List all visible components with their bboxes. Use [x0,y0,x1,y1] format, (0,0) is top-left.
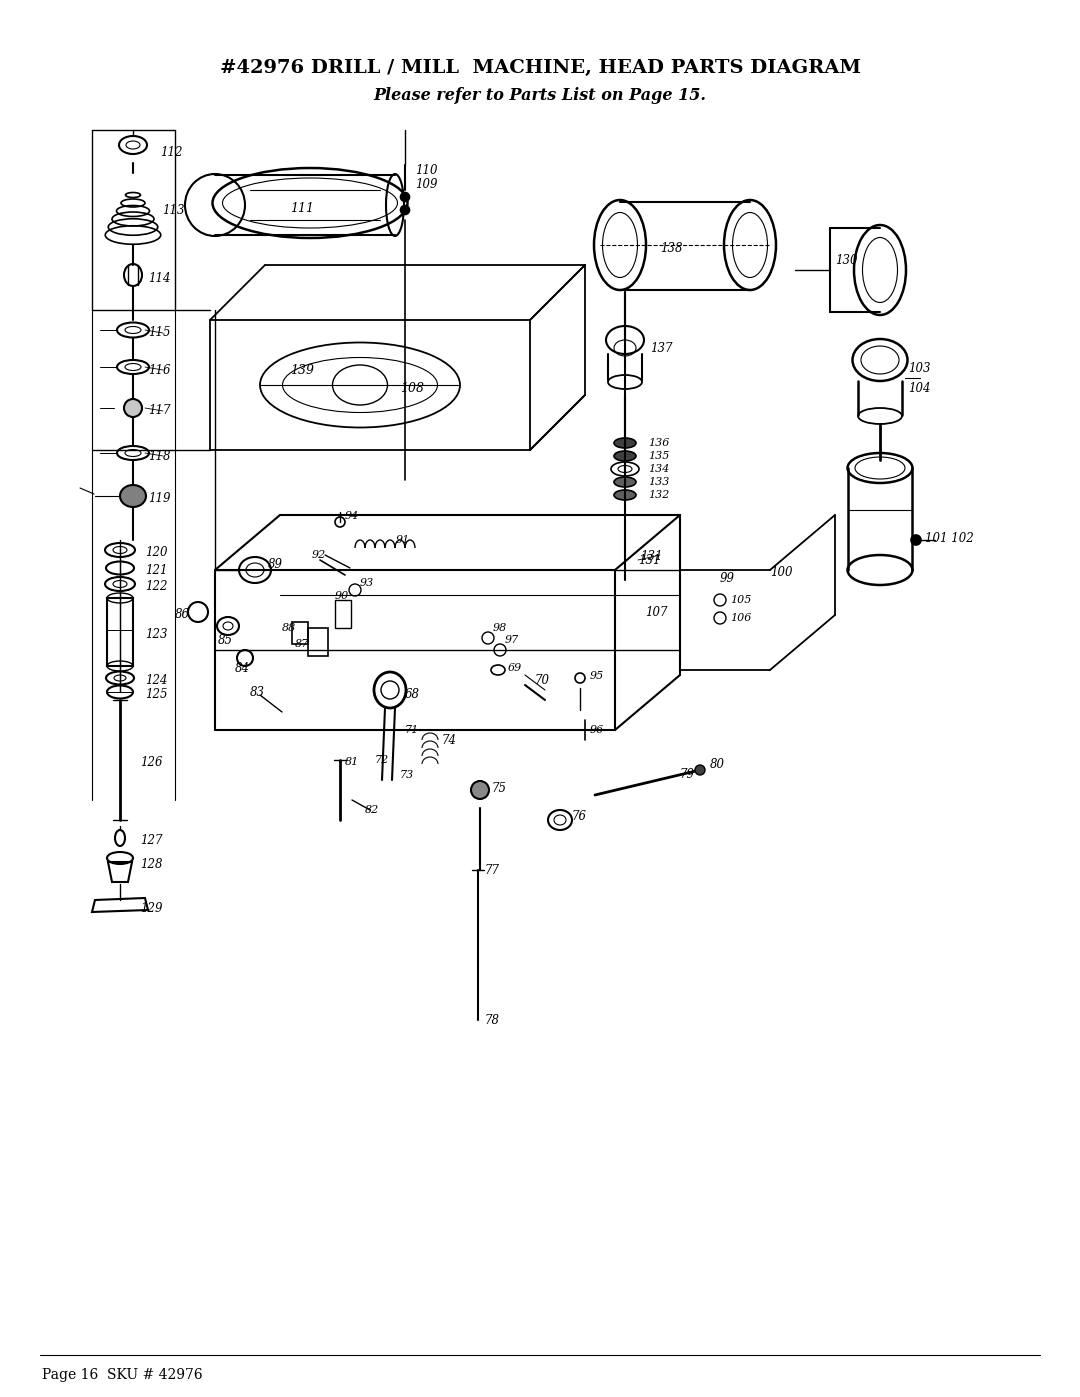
Text: 119: 119 [148,493,171,506]
Text: 138: 138 [660,242,683,254]
Bar [308,629,328,657]
Text: 134: 134 [648,464,670,474]
Text: 79: 79 [680,768,696,781]
Ellipse shape [124,400,141,416]
Ellipse shape [471,781,489,799]
Text: 105: 105 [730,595,752,605]
Text: Please refer to Parts List on Page 15.: Please refer to Parts List on Page 15. [374,87,706,103]
Text: 85: 85 [218,633,233,647]
Text: 136: 136 [648,439,670,448]
Text: 130: 130 [835,253,858,267]
Text: 117: 117 [148,405,171,418]
Text: 78: 78 [485,1013,500,1027]
Text: 137: 137 [650,341,673,355]
Text: 76: 76 [572,809,588,823]
Text: 110: 110 [415,163,437,176]
Text: Page 16  SKU # 42976: Page 16 SKU # 42976 [42,1368,203,1382]
Text: 93: 93 [360,578,375,588]
Text: 88: 88 [282,623,296,633]
Text: 112: 112 [160,147,183,159]
Text: 111: 111 [291,201,314,215]
Text: #42976 DRILL / MILL  MACHINE, HEAD PARTS DIAGRAM: #42976 DRILL / MILL MACHINE, HEAD PARTS … [219,59,861,77]
Text: 86: 86 [175,608,190,620]
Text: 75: 75 [492,781,507,795]
Text: 101 102: 101 102 [924,531,974,545]
Text: 97: 97 [505,636,519,645]
Text: 68: 68 [405,689,420,701]
Text: 123: 123 [145,629,167,641]
Text: 69: 69 [508,664,523,673]
Text: 126: 126 [140,756,162,768]
Text: 90: 90 [335,591,349,601]
Text: 84: 84 [235,662,249,675]
Text: 109: 109 [415,179,437,191]
Text: 91: 91 [396,535,410,545]
Text: 104: 104 [908,381,931,394]
Text: 106: 106 [730,613,752,623]
Text: 80: 80 [710,759,725,771]
Text: 71: 71 [405,725,419,735]
Ellipse shape [401,193,409,201]
Text: 128: 128 [140,859,162,872]
Text: 98: 98 [492,623,508,633]
Text: 113: 113 [162,204,185,217]
Text: 135: 135 [648,451,670,461]
Ellipse shape [401,205,409,215]
Text: 114: 114 [148,271,171,285]
Text: 82: 82 [365,805,379,814]
Text: 124: 124 [145,673,167,686]
Text: 81: 81 [345,757,360,767]
Text: 89: 89 [268,559,283,571]
Ellipse shape [615,476,636,488]
Text: 115: 115 [148,327,171,339]
Text: 132: 132 [648,490,670,500]
Text: 83: 83 [249,686,265,700]
Text: 74: 74 [442,733,457,746]
Ellipse shape [696,766,705,775]
Text: 121: 121 [145,564,167,577]
Text: 133: 133 [648,476,670,488]
Text: 70: 70 [535,673,550,686]
Ellipse shape [912,535,921,545]
Text: 100: 100 [770,566,793,578]
Text: 120: 120 [145,546,167,560]
Text: 139: 139 [291,363,314,377]
Text: 77: 77 [485,863,500,876]
Text: 116: 116 [148,365,171,377]
Text: 99: 99 [720,571,735,584]
Text: 95: 95 [590,671,604,680]
Ellipse shape [120,485,146,507]
Text: 122: 122 [145,581,167,594]
Text: 103: 103 [908,362,931,374]
Ellipse shape [615,490,636,500]
Bar [292,622,308,644]
Text: 118: 118 [148,450,171,462]
Text: 129: 129 [140,901,162,915]
Text: 131: 131 [638,553,661,567]
Bar [107,598,133,666]
Text: 108: 108 [400,381,424,394]
Text: 94: 94 [345,511,360,521]
Text: 73: 73 [400,770,415,780]
Bar [335,599,351,629]
Text: 87: 87 [295,638,309,650]
Ellipse shape [615,439,636,448]
Text: 131: 131 [640,549,662,563]
Text: 92: 92 [312,550,326,560]
Text: 125: 125 [145,689,167,701]
Text: 96: 96 [590,725,604,735]
Text: 107: 107 [645,605,667,619]
Text: 127: 127 [140,834,162,847]
Text: 72: 72 [375,754,389,766]
Ellipse shape [615,451,636,461]
